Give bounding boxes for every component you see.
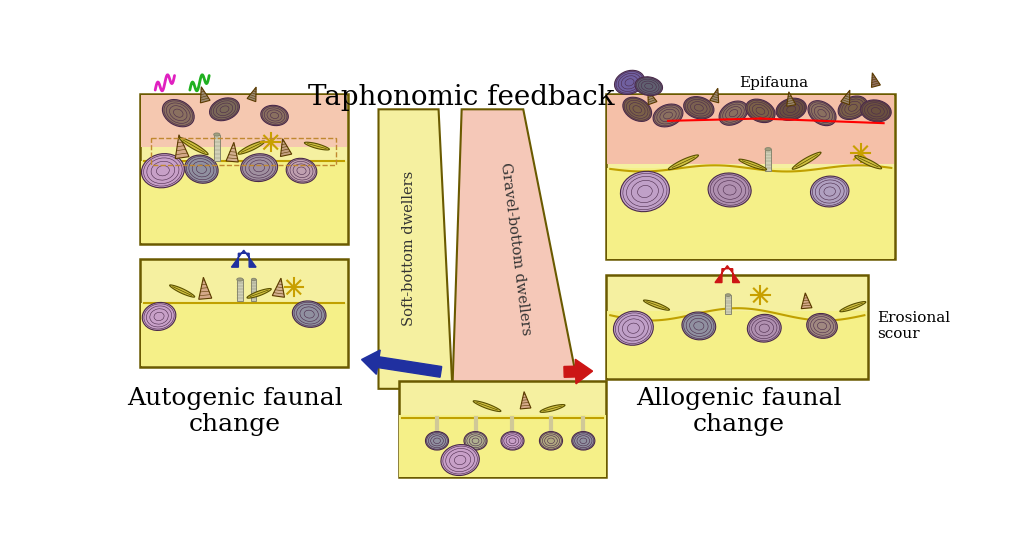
Polygon shape [247,87,256,102]
Polygon shape [281,139,292,156]
Polygon shape [841,90,850,105]
Ellipse shape [860,100,891,122]
FancyArrow shape [564,359,593,384]
Ellipse shape [501,431,524,450]
Polygon shape [871,73,881,88]
Bar [606,275,868,379]
Polygon shape [669,155,698,170]
Polygon shape [170,285,195,297]
Bar [398,381,606,478]
Ellipse shape [241,154,278,181]
Bar [607,311,867,378]
Ellipse shape [808,100,836,126]
Polygon shape [453,109,579,389]
Ellipse shape [776,98,806,121]
Polygon shape [238,141,265,154]
Bar [140,95,347,147]
Polygon shape [643,300,670,310]
Ellipse shape [163,99,195,127]
Bar [140,94,348,244]
Ellipse shape [286,158,316,183]
Polygon shape [199,277,212,299]
Polygon shape [247,288,271,298]
Ellipse shape [237,278,243,281]
Polygon shape [710,88,719,103]
Polygon shape [179,137,208,155]
Polygon shape [540,405,565,412]
Ellipse shape [613,311,653,345]
Ellipse shape [293,301,326,328]
Ellipse shape [748,314,781,342]
Ellipse shape [441,445,479,475]
Bar [252,280,256,301]
Polygon shape [304,142,330,150]
FancyArrow shape [715,266,739,282]
Ellipse shape [708,173,752,207]
Ellipse shape [811,176,849,207]
Ellipse shape [621,171,670,211]
Ellipse shape [623,97,651,122]
Ellipse shape [464,431,487,450]
Ellipse shape [725,294,731,296]
Ellipse shape [425,431,449,450]
Bar [140,259,348,367]
Polygon shape [855,156,882,169]
Ellipse shape [838,96,867,119]
Ellipse shape [684,97,714,119]
Ellipse shape [214,133,220,136]
Ellipse shape [252,278,256,281]
Ellipse shape [571,431,595,450]
Polygon shape [226,142,239,162]
Text: Allogenic faunal
change: Allogenic faunal change [636,387,842,436]
Ellipse shape [142,302,176,330]
Ellipse shape [210,98,240,121]
Ellipse shape [141,153,184,188]
Text: Soft-bottom dwellers: Soft-bottom dwellers [401,171,416,326]
Bar [399,415,605,477]
FancyArrow shape [361,350,441,377]
Polygon shape [840,301,866,312]
Bar [152,138,336,165]
Ellipse shape [614,70,644,94]
Text: Erosional
scour: Erosional scour [878,311,950,341]
Ellipse shape [807,314,838,338]
FancyArrow shape [231,250,256,267]
Polygon shape [473,401,501,412]
Polygon shape [175,134,189,158]
Polygon shape [648,90,657,105]
Polygon shape [739,159,767,170]
Ellipse shape [653,104,683,127]
Bar [607,169,894,259]
Text: Epifauna: Epifauna [739,76,808,90]
Ellipse shape [540,431,562,450]
Ellipse shape [745,99,775,123]
Polygon shape [786,92,796,106]
Bar [607,95,894,164]
Ellipse shape [261,105,289,126]
Polygon shape [793,152,821,169]
Bar [214,134,220,161]
Ellipse shape [765,148,771,151]
Bar [606,94,895,259]
Bar [140,161,347,243]
Text: Autogenic faunal
change: Autogenic faunal change [127,387,342,436]
Bar [237,280,243,301]
Polygon shape [801,293,812,309]
Text: Gravel-bottom dwellers: Gravel-bottom dwellers [498,161,534,336]
Ellipse shape [719,101,748,125]
Polygon shape [379,109,453,389]
Text: Taphonomic feedback: Taphonomic feedback [308,84,615,111]
Bar [140,302,347,367]
Ellipse shape [682,312,716,340]
Ellipse shape [184,155,218,183]
Ellipse shape [635,77,663,95]
Polygon shape [272,278,285,297]
Polygon shape [520,392,530,409]
Bar [765,149,771,171]
Polygon shape [201,86,210,103]
Bar [725,295,731,314]
